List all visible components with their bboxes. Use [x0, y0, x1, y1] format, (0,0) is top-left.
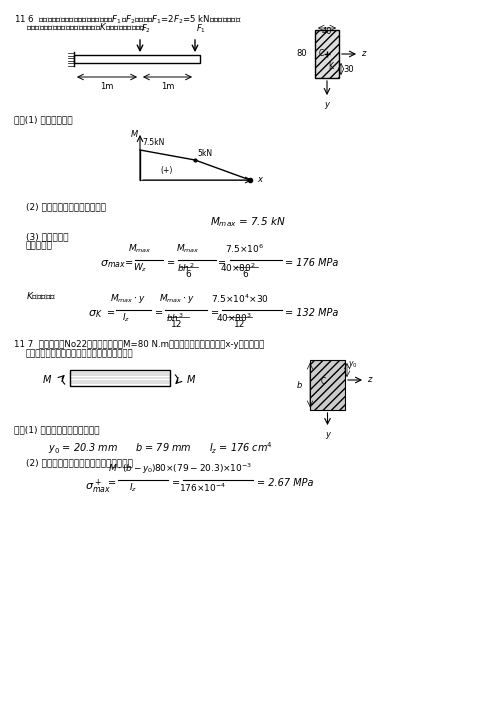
Text: 1m: 1m	[161, 82, 174, 91]
Text: 解：(1) 画梁的弯矩图: 解：(1) 画梁的弯矩图	[14, 115, 72, 124]
Text: =: =	[218, 258, 226, 268]
Text: y: y	[325, 430, 330, 439]
Text: x: x	[257, 176, 262, 185]
Text: z: z	[361, 50, 366, 58]
Text: $\sigma_{max}$: $\sigma_{max}$	[100, 258, 126, 270]
Text: $M_{max}$: $M_{max}$	[176, 242, 200, 255]
Text: = 132 MPa: = 132 MPa	[285, 308, 338, 318]
Text: $7.5×10^6$: $7.5×10^6$	[226, 243, 264, 255]
Text: 7.5kN: 7.5kN	[142, 138, 164, 147]
Text: $bh^2$: $bh^2$	[177, 262, 195, 274]
Text: 11 7  图示梁，由No22槽钢制成，弯矩M=80 N.m，并位于纵向对称面（即x-y平面）内，: 11 7 图示梁，由No22槽钢制成，弯矩M=80 N.m，并位于纵向对称面（即…	[14, 340, 264, 349]
Text: (+): (+)	[160, 166, 173, 175]
Text: b: b	[297, 380, 302, 390]
Text: =: =	[155, 308, 163, 318]
Bar	[74, 55, 200, 63]
Text: (3) 计算应力：: (3) 计算应力：	[26, 232, 68, 241]
Text: 1m: 1m	[100, 82, 114, 91]
Text: 6: 6	[185, 270, 191, 279]
Text: K: K	[328, 62, 333, 71]
Text: (2) 最大弯曲拉应力（发生在下边缘点处）: (2) 最大弯曲拉应力（发生在下边缘点处）	[26, 458, 133, 467]
Text: $F_1$: $F_1$	[196, 22, 206, 35]
Bar	[310, 360, 345, 410]
Text: $bh^3$: $bh^3$	[166, 312, 184, 324]
Text: $176×10^{-4}$: $176×10^{-4}$	[180, 482, 227, 494]
Text: $40×80^3$: $40×80^3$	[216, 312, 252, 324]
Text: M: M	[187, 375, 195, 385]
Text: $M_{max}$ = 7.5 kN: $M_{max}$ = 7.5 kN	[210, 215, 286, 229]
Text: 最大应力：: 最大应力：	[26, 241, 53, 250]
Bar	[70, 370, 170, 386]
Text: 最大弯曲正应力，及该应力所在截面上$K$点处的弯曲正应力。: 最大弯曲正应力，及该应力所在截面上$K$点处的弯曲正应力。	[26, 21, 146, 32]
Text: $M_{max}\cdot y$: $M_{max}\cdot y$	[159, 292, 195, 305]
Text: $F_2$: $F_2$	[141, 22, 151, 35]
Text: 12: 12	[234, 320, 246, 329]
Bar	[315, 30, 339, 78]
Text: M: M	[43, 375, 52, 385]
Text: y: y	[324, 100, 329, 109]
Text: $80×(79-20.3)×10^{-3}$: $80×(79-20.3)×10^{-3}$	[154, 462, 252, 475]
Text: $M_{max}$: $M_{max}$	[128, 242, 152, 255]
Text: 40: 40	[322, 27, 332, 36]
Text: 6: 6	[242, 270, 248, 279]
Text: =: =	[107, 308, 115, 318]
Text: C: C	[319, 50, 324, 58]
Text: $\sigma_K$: $\sigma_K$	[88, 308, 103, 320]
Text: $K$点的应力：: $K$点的应力：	[26, 290, 57, 300]
Text: =: =	[172, 478, 180, 488]
Text: =: =	[167, 258, 175, 268]
Text: z: z	[367, 376, 372, 385]
Text: 5kN: 5kN	[197, 149, 212, 158]
Text: $W_z$: $W_z$	[133, 262, 147, 274]
Text: $y_0$ = 20.3 mm      $b$ = 79 mm      $I_z$ = 176 cm$^4$: $y_0$ = 20.3 mm $b$ = 79 mm $I_z$ = 176 …	[48, 440, 272, 456]
Text: (2) 最大弯矩（位于固定端）：: (2) 最大弯矩（位于固定端）：	[26, 202, 106, 211]
Text: 12: 12	[171, 320, 183, 329]
Text: $I_z$: $I_z$	[122, 312, 130, 324]
Text: 80: 80	[297, 50, 307, 58]
Text: 解：(1) 查表得截面的几何性质：: 解：(1) 查表得截面的几何性质：	[14, 425, 100, 434]
Text: 试求梁内的最大弯曲拉应力与最大弯曲压应力。: 试求梁内的最大弯曲拉应力与最大弯曲压应力。	[26, 349, 133, 358]
Text: = 2.67 MPa: = 2.67 MPa	[257, 478, 313, 488]
Text: $40×80^2$: $40×80^2$	[220, 262, 256, 274]
Text: =: =	[108, 478, 116, 488]
Text: =: =	[125, 258, 133, 268]
Text: $7.5×10^4×30$: $7.5×10^4×30$	[211, 293, 269, 305]
Text: $y_0$: $y_0$	[348, 359, 358, 371]
Text: $M \cdot (b - y_0)$: $M \cdot (b - y_0)$	[108, 462, 156, 475]
Text: 11 6  图示悬臂梁，横截面为矩形，承受载荷$F_1$与$F_2$作用，且$F_1$=2$F_2$=5 kN，试计算梁内的: 11 6 图示悬臂梁，横截面为矩形，承受载荷$F_1$与$F_2$作用，且$F_…	[14, 13, 242, 25]
Text: = 176 MPa: = 176 MPa	[285, 258, 338, 268]
Text: =: =	[211, 308, 219, 318]
Text: $I_z$: $I_z$	[129, 482, 137, 494]
Text: 30: 30	[343, 65, 354, 74]
Text: $M_{max}\cdot y$: $M_{max}\cdot y$	[110, 292, 146, 305]
Text: $\sigma^+_{max}$: $\sigma^+_{max}$	[85, 478, 111, 496]
Text: M: M	[131, 130, 138, 139]
Text: C: C	[320, 376, 325, 385]
